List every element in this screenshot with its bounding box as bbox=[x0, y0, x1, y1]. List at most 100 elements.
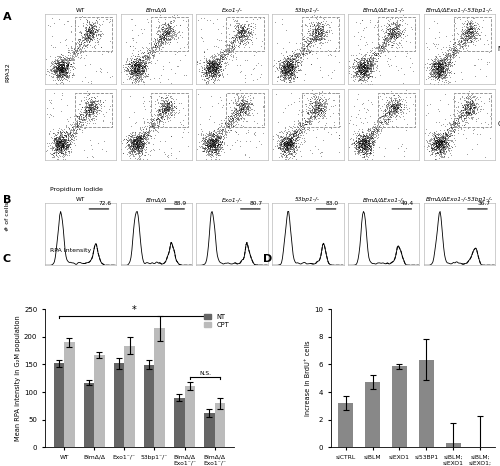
Point bbox=[373, 129, 381, 137]
Point bbox=[465, 34, 473, 42]
Point bbox=[50, 66, 58, 74]
Point bbox=[276, 63, 284, 71]
Point bbox=[58, 66, 66, 73]
Point bbox=[164, 107, 172, 114]
Point bbox=[462, 31, 470, 39]
Point bbox=[433, 144, 441, 152]
Point bbox=[53, 142, 61, 149]
Point bbox=[139, 62, 147, 69]
Point bbox=[66, 54, 74, 62]
Point bbox=[158, 33, 166, 40]
Point bbox=[204, 151, 212, 158]
Point bbox=[48, 15, 56, 22]
Point bbox=[216, 63, 224, 70]
Point bbox=[202, 80, 210, 87]
Point bbox=[177, 99, 185, 107]
Point bbox=[288, 132, 296, 140]
Point bbox=[84, 34, 92, 41]
Point bbox=[459, 27, 467, 35]
Point bbox=[80, 35, 88, 42]
Point bbox=[286, 140, 294, 148]
Point bbox=[84, 106, 92, 114]
Point bbox=[434, 130, 442, 137]
Point bbox=[434, 131, 442, 138]
Point bbox=[212, 67, 220, 74]
Point bbox=[246, 27, 254, 34]
Point bbox=[218, 68, 226, 75]
Point bbox=[357, 55, 365, 62]
Point bbox=[208, 59, 216, 66]
Point bbox=[283, 149, 291, 156]
Point bbox=[360, 140, 368, 148]
Point bbox=[138, 139, 146, 147]
Point bbox=[214, 59, 222, 67]
Point bbox=[86, 30, 94, 37]
Point bbox=[358, 125, 366, 133]
Point bbox=[60, 146, 68, 153]
Point bbox=[275, 60, 283, 67]
Point bbox=[138, 53, 145, 61]
Point bbox=[62, 66, 70, 73]
Point bbox=[204, 131, 212, 139]
Point bbox=[54, 64, 62, 71]
Point bbox=[65, 48, 73, 55]
Point bbox=[59, 63, 67, 70]
Point bbox=[64, 117, 72, 124]
Point bbox=[158, 38, 166, 46]
Point bbox=[66, 51, 74, 58]
Point bbox=[441, 135, 449, 143]
Point bbox=[133, 58, 141, 65]
Point bbox=[160, 35, 168, 43]
Point bbox=[361, 41, 369, 48]
Point bbox=[438, 133, 446, 140]
Point bbox=[56, 68, 64, 75]
Point bbox=[277, 152, 285, 160]
Point bbox=[388, 21, 396, 28]
Point bbox=[136, 62, 144, 70]
Point bbox=[466, 102, 474, 109]
Point bbox=[288, 127, 296, 135]
Point bbox=[283, 139, 291, 147]
Point bbox=[211, 149, 219, 156]
Point bbox=[210, 69, 218, 76]
Point bbox=[159, 100, 167, 107]
Point bbox=[52, 74, 60, 81]
Point bbox=[62, 136, 70, 143]
Point bbox=[359, 68, 367, 75]
Point bbox=[64, 145, 72, 153]
Point bbox=[284, 62, 292, 70]
Point bbox=[282, 69, 290, 76]
Point bbox=[225, 30, 233, 38]
Point bbox=[276, 72, 284, 79]
Point bbox=[383, 47, 391, 54]
Point bbox=[291, 60, 299, 68]
Point bbox=[204, 151, 212, 158]
Point bbox=[57, 144, 65, 152]
Point bbox=[132, 129, 140, 137]
Point bbox=[88, 101, 96, 108]
Point bbox=[214, 60, 222, 68]
Point bbox=[441, 55, 449, 63]
Point bbox=[285, 139, 293, 147]
Point bbox=[460, 116, 468, 123]
Point bbox=[286, 67, 294, 75]
Point bbox=[436, 65, 444, 72]
Point bbox=[164, 102, 172, 109]
Point bbox=[309, 113, 317, 120]
Point bbox=[139, 142, 147, 150]
Point bbox=[284, 141, 292, 148]
Point bbox=[48, 61, 56, 68]
Point bbox=[138, 61, 146, 69]
Point bbox=[211, 63, 219, 71]
Point bbox=[368, 140, 376, 148]
Point bbox=[160, 100, 168, 107]
Point bbox=[276, 150, 283, 157]
Point bbox=[202, 133, 210, 141]
Point bbox=[366, 150, 374, 157]
Point bbox=[386, 115, 394, 122]
Point bbox=[282, 67, 290, 74]
Point bbox=[82, 31, 90, 38]
Point bbox=[144, 132, 152, 139]
Point bbox=[288, 67, 296, 74]
Point bbox=[166, 22, 174, 30]
